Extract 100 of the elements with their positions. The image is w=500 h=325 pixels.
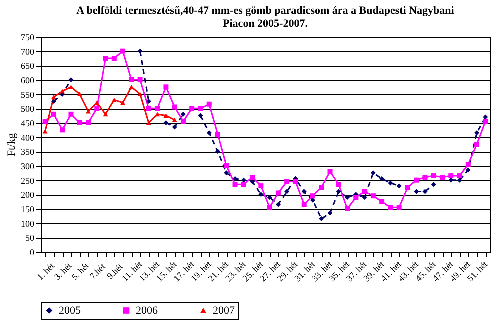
y-axis-title: Ft/kg xyxy=(6,132,18,157)
point xyxy=(474,130,480,136)
point xyxy=(396,205,402,210)
point xyxy=(232,176,238,182)
point xyxy=(405,185,410,190)
y-tick-label: 450 xyxy=(21,118,35,128)
y-tick-label: 700 xyxy=(21,46,35,57)
point xyxy=(276,202,281,208)
point xyxy=(466,162,471,168)
point xyxy=(190,106,195,112)
point xyxy=(293,179,298,184)
point xyxy=(380,199,385,204)
legend-label: 2007 xyxy=(213,304,236,317)
x-tick-label: 7.hét xyxy=(88,261,108,282)
point xyxy=(302,202,307,208)
point xyxy=(172,104,178,110)
y-tick-label: 300 xyxy=(21,162,35,172)
point xyxy=(431,182,436,188)
point xyxy=(370,194,376,199)
point xyxy=(216,132,221,137)
point xyxy=(250,179,256,184)
point xyxy=(51,112,56,117)
point xyxy=(328,169,333,174)
point xyxy=(60,128,66,133)
point xyxy=(345,195,350,200)
point xyxy=(362,189,368,194)
y-tick-label: 200 xyxy=(21,190,35,200)
point xyxy=(180,119,186,124)
legend-label: 2005 xyxy=(59,304,82,317)
y-tick-label: 500 xyxy=(21,104,35,114)
point xyxy=(310,194,316,199)
y-tick-label: 550 xyxy=(21,90,35,100)
point xyxy=(68,78,74,82)
point xyxy=(51,95,56,100)
point xyxy=(345,206,350,212)
point xyxy=(60,89,66,94)
point xyxy=(336,182,342,188)
point xyxy=(302,189,307,194)
point xyxy=(241,178,246,183)
y-tick-label: 50 xyxy=(26,233,35,244)
point xyxy=(206,130,212,136)
chart-title: A belföldi termesztésű,40-47 mm-es gömb paradicsom ára a Budapesti Nagybani Piacon 2005-2007. xyxy=(76,5,454,30)
point xyxy=(86,109,91,114)
legend-label: 2006 xyxy=(136,304,158,317)
point xyxy=(232,182,238,188)
point xyxy=(457,174,462,179)
point xyxy=(112,98,117,102)
y-tick-label: 600 xyxy=(21,76,35,86)
point xyxy=(483,119,488,124)
point xyxy=(146,120,152,126)
point xyxy=(180,112,186,117)
point xyxy=(319,216,324,222)
point xyxy=(103,56,108,61)
point xyxy=(370,170,376,176)
point xyxy=(138,92,143,96)
point xyxy=(155,106,160,112)
point xyxy=(241,182,246,188)
point xyxy=(224,164,230,168)
y-tick-label: 350 xyxy=(21,147,35,158)
point xyxy=(267,205,272,210)
y-tick-label: 650 xyxy=(21,61,35,72)
point xyxy=(164,120,169,126)
point xyxy=(94,100,100,106)
point xyxy=(51,99,56,104)
point xyxy=(77,120,82,126)
point xyxy=(319,185,324,190)
point xyxy=(138,48,143,54)
point xyxy=(267,195,272,200)
point xyxy=(129,78,134,82)
point xyxy=(396,184,402,189)
point xyxy=(42,129,48,134)
y-tick-label: 400 xyxy=(21,132,35,143)
point xyxy=(216,149,221,154)
point xyxy=(362,195,368,200)
point xyxy=(94,106,100,112)
point xyxy=(146,106,152,112)
point xyxy=(414,178,420,183)
y-tick-label: 0 xyxy=(30,248,35,258)
point xyxy=(112,56,117,61)
point xyxy=(155,112,160,117)
point xyxy=(466,168,471,173)
point xyxy=(224,170,230,176)
point xyxy=(388,205,394,210)
point xyxy=(258,184,264,189)
y-tick-label: 250 xyxy=(21,176,35,186)
point xyxy=(120,100,126,106)
point xyxy=(68,112,74,117)
point xyxy=(336,189,342,194)
point xyxy=(198,113,204,118)
point xyxy=(440,174,446,180)
point xyxy=(284,189,290,194)
y-tick-label: 150 xyxy=(21,204,35,214)
point xyxy=(474,142,480,147)
point xyxy=(120,48,126,54)
point xyxy=(164,114,169,118)
point xyxy=(483,114,488,120)
point xyxy=(258,192,264,198)
point xyxy=(172,118,178,122)
point xyxy=(77,92,82,96)
point xyxy=(103,112,108,117)
